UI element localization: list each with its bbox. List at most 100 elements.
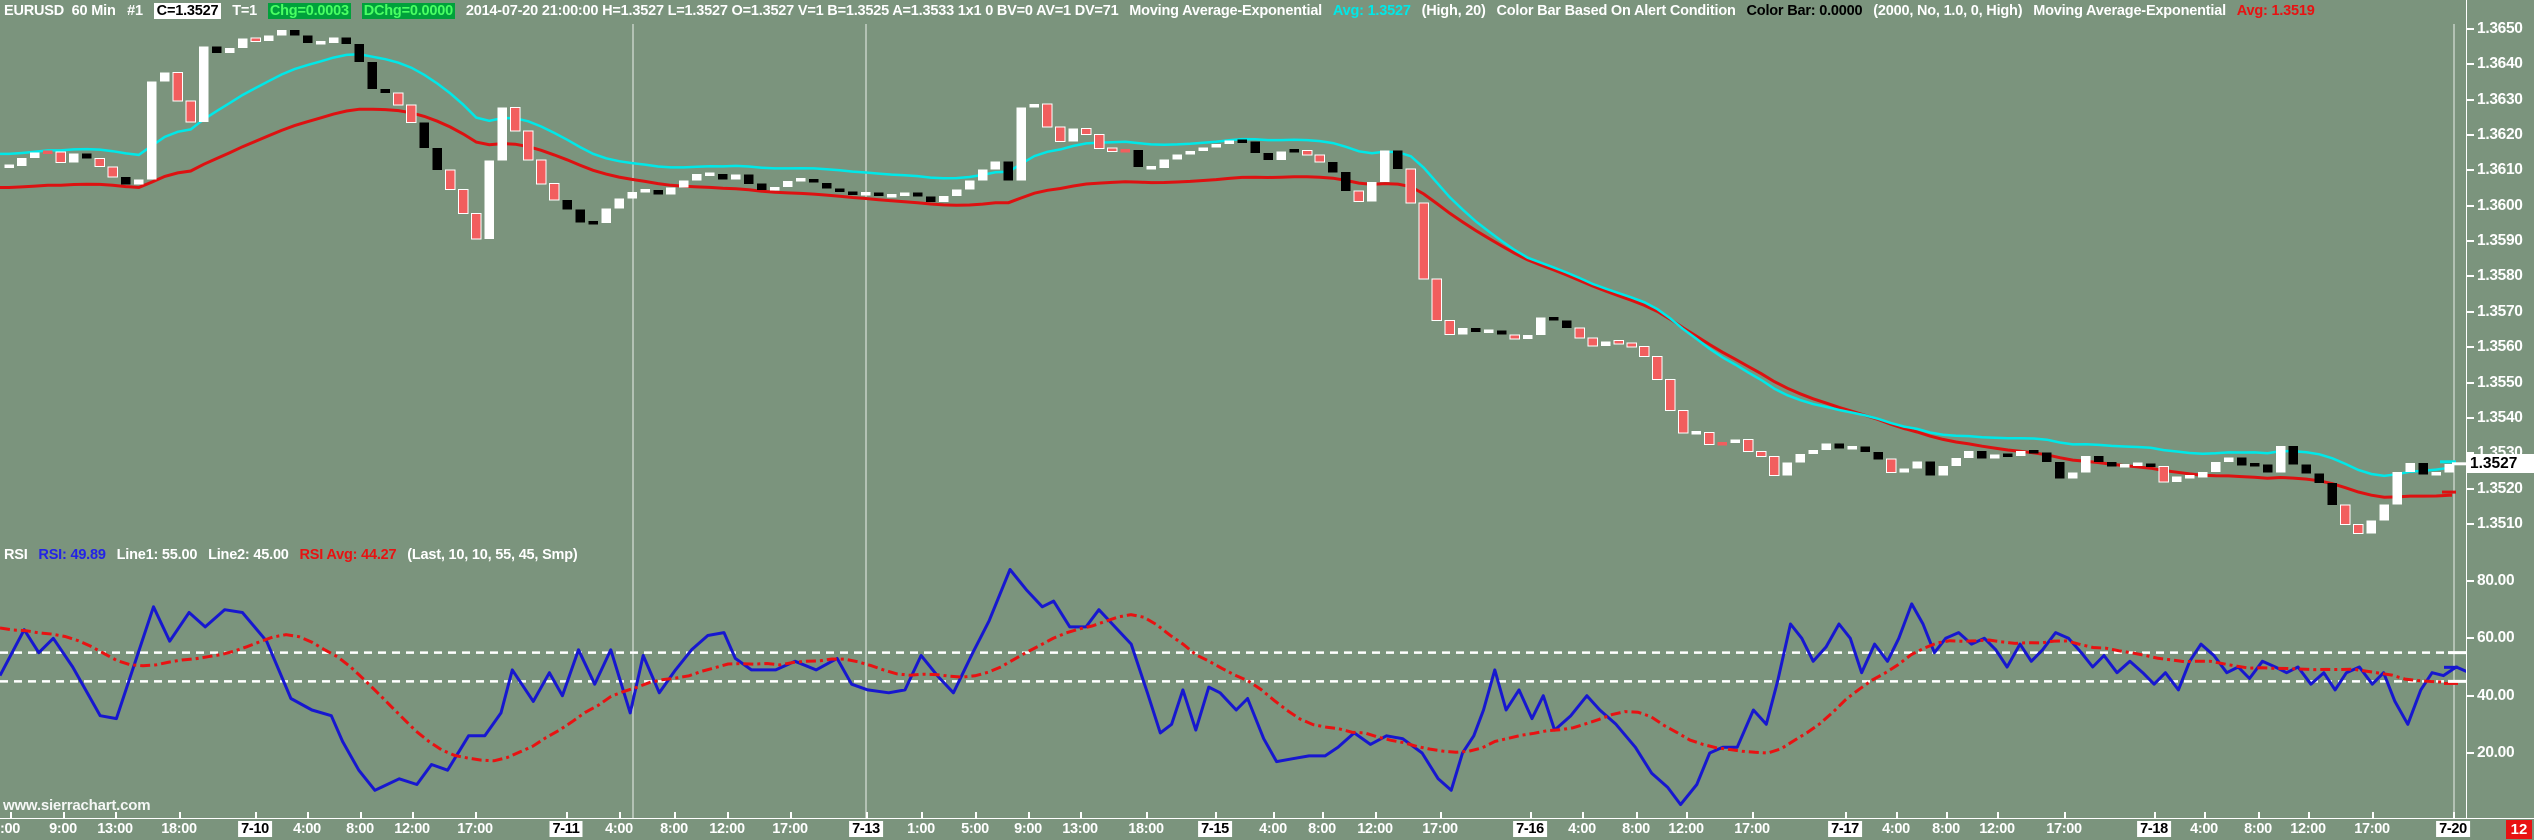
price-scale-label: 1.3590 bbox=[2477, 232, 2523, 250]
time-label-date: 7-13 bbox=[849, 821, 883, 837]
candle-bar bbox=[848, 191, 858, 195]
candle-bar bbox=[822, 182, 832, 189]
time-axis-tick bbox=[63, 812, 65, 818]
candle-bar bbox=[1055, 126, 1066, 143]
candle-bar bbox=[237, 38, 248, 48]
time-axis-tick bbox=[2154, 812, 2156, 818]
candle-bar bbox=[160, 72, 170, 82]
price-scale-label: 1.3630 bbox=[2477, 90, 2523, 108]
candle-bar bbox=[1497, 330, 1507, 335]
time-axis-tick bbox=[619, 812, 621, 818]
colorbar-params: (2000, No, 1.0, 0, High) bbox=[1873, 3, 2023, 19]
rsi-value: RSI: 49.89 bbox=[38, 547, 106, 563]
time-axis-tick bbox=[179, 812, 181, 818]
price-scale[interactable] bbox=[2466, 0, 2534, 819]
candle-bar bbox=[510, 107, 521, 132]
time-label: 18:00 bbox=[161, 821, 197, 837]
time-label: 17:00 bbox=[1422, 821, 1458, 837]
time-axis-tick bbox=[1028, 812, 1030, 818]
candle-bar bbox=[1548, 317, 1559, 321]
candle-bar bbox=[627, 191, 637, 199]
time-axis-tick bbox=[1530, 812, 1532, 818]
candle-bar bbox=[1211, 144, 1221, 148]
time-label-date: 7-17 bbox=[1828, 821, 1862, 837]
candle-bar bbox=[199, 46, 209, 123]
candle-bar bbox=[2366, 520, 2377, 534]
ma2-value: Avg: 1.3519 bbox=[2236, 3, 2315, 19]
chart-canvas[interactable] bbox=[0, 0, 2466, 819]
candle-bar bbox=[1418, 202, 1430, 280]
candle-bar bbox=[1042, 103, 1053, 128]
candle-bar bbox=[835, 188, 845, 192]
candle-bar bbox=[1353, 190, 1365, 202]
candle-bar bbox=[121, 176, 131, 185]
price-scale-label: 1.3540 bbox=[2477, 408, 2523, 426]
candle-bar bbox=[679, 180, 689, 188]
time-axis-tick bbox=[866, 812, 868, 818]
candle-bar bbox=[55, 151, 67, 164]
time-label: 18:00 bbox=[1128, 821, 1164, 837]
candle-bar bbox=[419, 122, 430, 149]
candle-bar bbox=[1224, 140, 1234, 145]
candle-bar bbox=[484, 160, 494, 240]
price-scale-label: 1.3640 bbox=[2477, 55, 2523, 73]
candle-bar bbox=[289, 30, 300, 36]
candle-bar bbox=[938, 195, 949, 202]
colorbar-study-label: Color Bar Based On Alert Condition bbox=[1496, 3, 1736, 19]
last-price-box: 1.3527 bbox=[2467, 453, 2534, 473]
time-label-date: 7-15 bbox=[1198, 821, 1232, 837]
candle-bar bbox=[497, 107, 507, 161]
candle-bar bbox=[1444, 319, 1455, 336]
ema-cyan-line bbox=[0, 53, 2452, 478]
candle-bar bbox=[445, 169, 456, 190]
candle-bar bbox=[2353, 524, 2364, 534]
candle-bar bbox=[1808, 450, 1818, 455]
candle-bar bbox=[1133, 149, 1143, 168]
price-scale-tick bbox=[2467, 346, 2474, 349]
rsi-line bbox=[0, 568, 2466, 807]
time-axis-tick bbox=[674, 812, 676, 818]
candle-bar bbox=[1938, 466, 1948, 476]
price-scale-label: 1.3620 bbox=[2477, 126, 2523, 144]
candle-bar bbox=[1458, 327, 1468, 335]
time-axis-tick bbox=[566, 812, 568, 818]
price-scale-label: 1.3610 bbox=[2477, 161, 2523, 179]
price-scale-tick bbox=[2467, 169, 2474, 172]
candle-bar bbox=[2262, 464, 2273, 473]
candle-bar bbox=[94, 157, 106, 168]
rsi-scale-tick bbox=[2467, 580, 2474, 582]
candle-bar bbox=[328, 37, 339, 43]
time-label: 5:00 bbox=[961, 821, 989, 837]
ma1-study-label: Moving Average-Exponential bbox=[1129, 3, 1323, 19]
candle-bar bbox=[2094, 456, 2104, 462]
candle-bar bbox=[1899, 468, 1909, 473]
candle-bar bbox=[588, 220, 598, 225]
price-scale-tick bbox=[2467, 487, 2474, 490]
rsi-scale-tick bbox=[2467, 637, 2474, 640]
time-axis-background bbox=[0, 819, 2534, 840]
candle-bar bbox=[562, 199, 572, 210]
time-label: 12:00 bbox=[709, 821, 745, 837]
time-label: 4:00 bbox=[1568, 821, 1596, 837]
candle-bar bbox=[1185, 150, 1195, 155]
candle-bar bbox=[2171, 476, 2182, 482]
candle-bar bbox=[731, 174, 741, 180]
candle-bar bbox=[2184, 475, 2195, 479]
candle-bar bbox=[1016, 107, 1027, 181]
time-axis-tick bbox=[1896, 812, 1898, 818]
candle-bar bbox=[2249, 463, 2260, 467]
chart-number-badge: 12 bbox=[2506, 820, 2532, 839]
candle-bar bbox=[2340, 504, 2351, 525]
candle-bar bbox=[1471, 327, 1481, 332]
price-scale-label: 1.3520 bbox=[2477, 479, 2523, 497]
rsi-scale-label: 40.00 bbox=[2477, 686, 2515, 704]
candle-bar bbox=[1665, 379, 1676, 412]
candle-bar bbox=[548, 183, 560, 201]
price-scale-label: 1.3550 bbox=[2477, 373, 2523, 391]
candle-bar bbox=[2301, 464, 2312, 474]
time-label: 17:00 bbox=[2354, 821, 2390, 837]
price-scale-tick bbox=[2467, 63, 2474, 66]
candle-bar bbox=[432, 148, 443, 170]
candle-bar bbox=[1081, 127, 1092, 135]
time-axis-tick bbox=[1686, 812, 1688, 818]
